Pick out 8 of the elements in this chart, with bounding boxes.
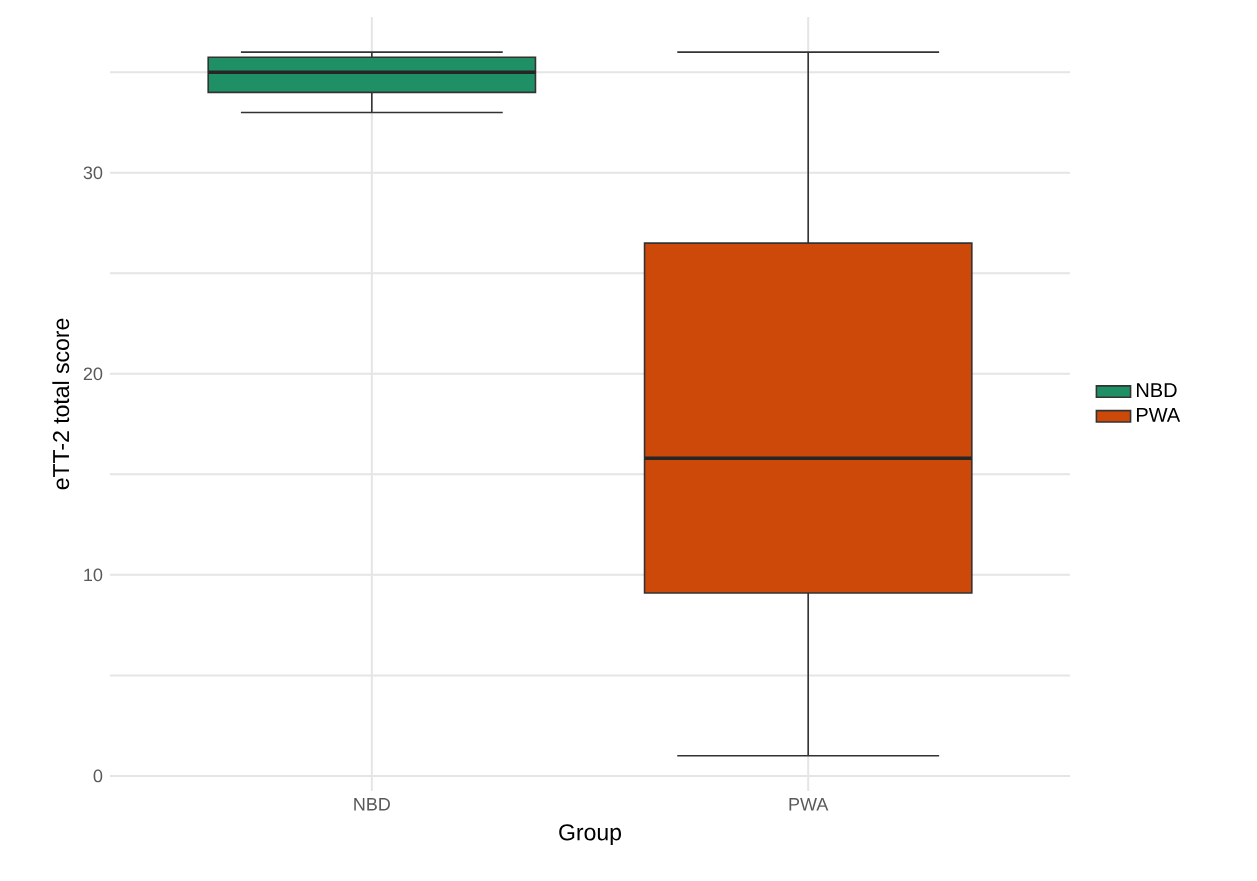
- legend-label: PWA: [1136, 407, 1181, 422]
- y-tick-label: 30: [83, 166, 103, 180]
- legend-label: NBD: [1136, 383, 1177, 397]
- y-tick-label: 0: [93, 769, 103, 783]
- y-axis-title: eTT-2 total score: [52, 318, 70, 490]
- y-tick-label: 20: [83, 367, 103, 381]
- x-axis-title: Group: [559, 824, 621, 845]
- y-tick-label: 10: [84, 568, 103, 582]
